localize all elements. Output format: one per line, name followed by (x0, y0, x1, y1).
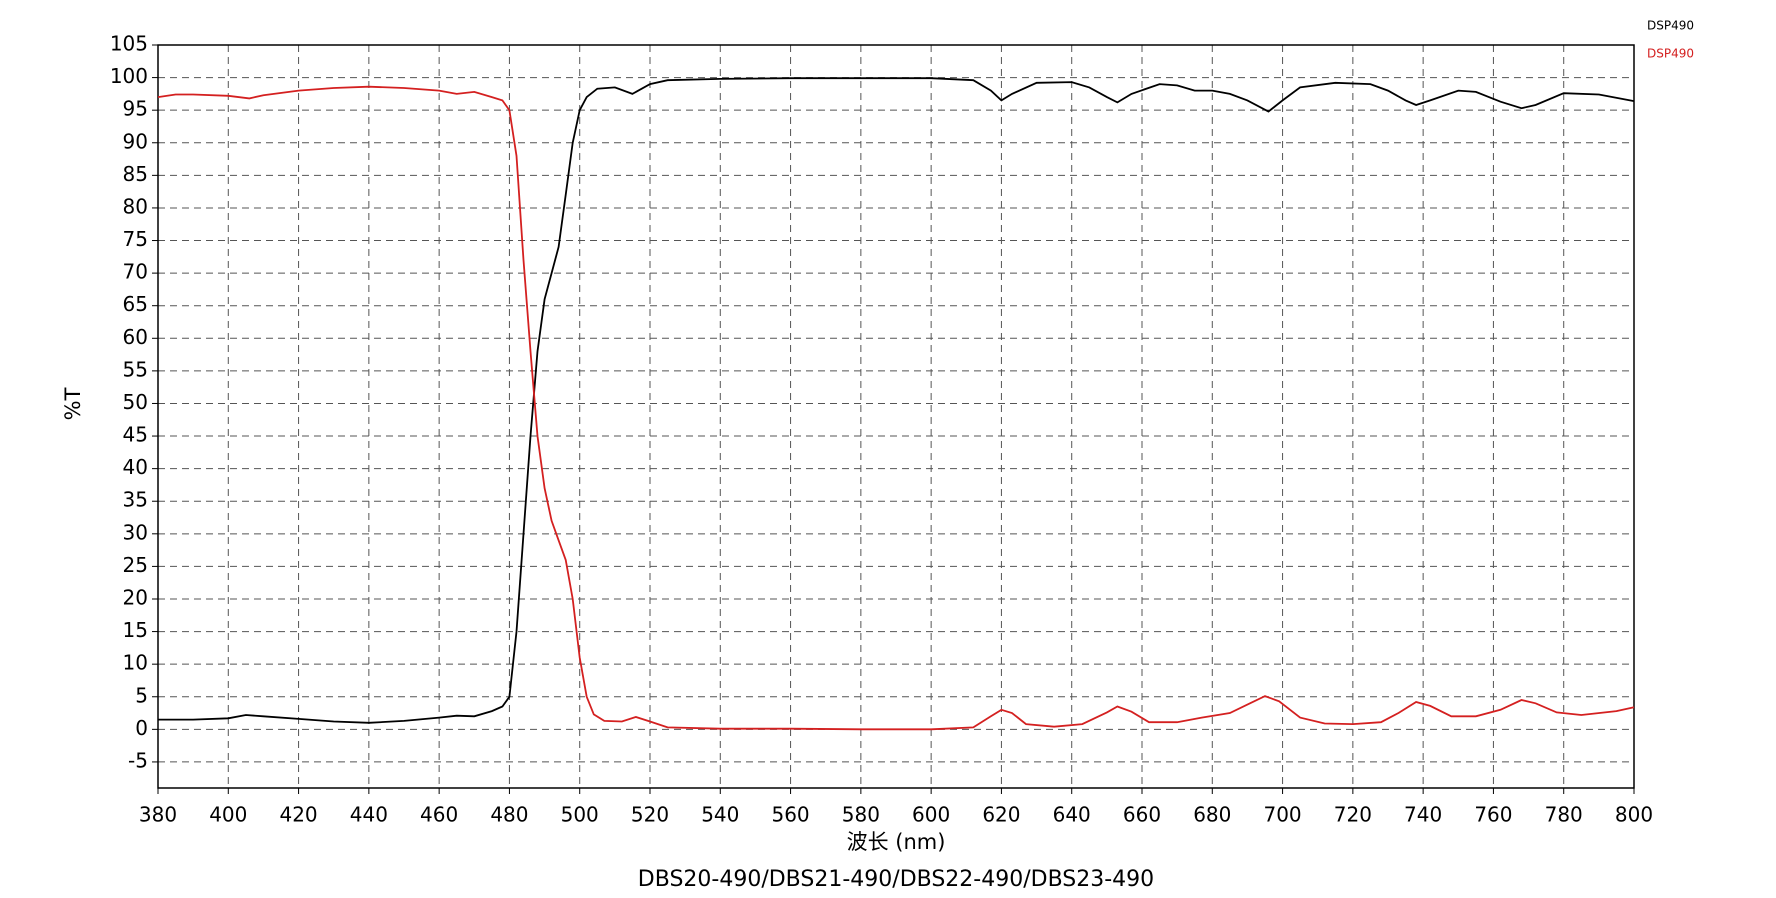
y-tick-label: 40 (123, 455, 148, 479)
y-tick-label: 90 (123, 129, 148, 153)
line-series (158, 77, 1635, 724)
plot-frame (157, 44, 1635, 789)
y-tick-label: 50 (123, 390, 148, 414)
x-tick-label: 460 (420, 803, 458, 827)
y-tick-label: 5 (135, 683, 148, 707)
legend-label: DSP490 (1647, 19, 1694, 33)
x-tick-label: 780 (1545, 803, 1583, 827)
x-tick-label: 720 (1334, 803, 1372, 827)
y-tick-label: 10 (123, 651, 148, 675)
y-tick-label: 95 (123, 97, 148, 121)
x-tick-label: 700 (1263, 803, 1301, 827)
y-tick-label: 20 (123, 585, 148, 609)
y-tick-label: 80 (123, 194, 148, 218)
y-tick-label: 0 (135, 716, 148, 740)
y-tick-label: 65 (123, 292, 148, 316)
x-tick-label: 520 (631, 803, 669, 827)
x-tick-label: 480 (490, 803, 528, 827)
y-tick-label: 105 (110, 32, 148, 56)
x-tick-label: 620 (982, 803, 1020, 827)
y-tick-label: 100 (110, 64, 148, 88)
y-tick-label: 85 (123, 162, 148, 186)
x-tick-label: 580 (842, 803, 880, 827)
x-tick-label: 440 (350, 803, 388, 827)
y-tick-label: 30 (123, 520, 148, 544)
legend-label: DSP490 (1647, 47, 1694, 61)
y-tick-label: 75 (123, 227, 148, 251)
y-tick-label: -5 (128, 748, 148, 772)
x-tick-label: 540 (701, 803, 739, 827)
x-tick-label: 680 (1193, 803, 1231, 827)
x-tick-label: 420 (279, 803, 317, 827)
y-tick-label: 55 (123, 357, 148, 381)
y-tick-label: 45 (123, 423, 148, 447)
chart-title: DBS20-490/DBS21-490/DBS22-490/DBS23-490 (638, 867, 1154, 892)
y-tick-label: 15 (123, 618, 148, 642)
x-tick-label: 760 (1474, 803, 1512, 827)
x-axis-label: 波长 (nm) (847, 830, 946, 854)
y-tick-label: 35 (123, 488, 148, 512)
y-axis-label: %T (61, 387, 85, 420)
y-tick-label: 25 (123, 553, 148, 577)
y-tick-label: 60 (123, 325, 148, 349)
line-series (157, 85, 1635, 731)
x-tick-label: 600 (912, 803, 950, 827)
x-tick-label: 380 (139, 803, 177, 827)
x-tick-label: 560 (771, 803, 809, 827)
x-tick-label: 800 (1615, 803, 1653, 827)
x-tick-label: 740 (1404, 803, 1442, 827)
y-tick-label: 70 (123, 260, 148, 284)
x-tick-label: 500 (561, 803, 599, 827)
x-tick-label: 400 (209, 803, 247, 827)
x-tick-label: 640 (1053, 803, 1091, 827)
x-tick-label: 660 (1123, 803, 1161, 827)
